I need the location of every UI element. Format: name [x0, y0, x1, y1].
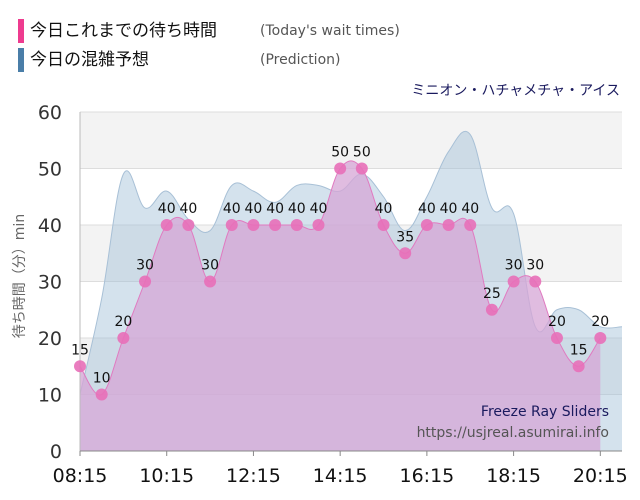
data-label: 40: [158, 201, 176, 217]
data-point: [204, 275, 217, 288]
data-label: 40: [461, 201, 479, 217]
data-point: [529, 275, 542, 288]
watermark-url: https://usjreal.asumirai.info: [417, 425, 609, 441]
data-point: [507, 275, 520, 288]
data-point: [442, 219, 455, 231]
legend-item-today: 今日これまでの待ち時間 (Today's wait times): [18, 19, 618, 45]
grid-band: [80, 112, 622, 169]
legend-swatch-today: [18, 19, 24, 43]
data-label: 30: [136, 258, 154, 274]
series-areas: [79, 130, 623, 451]
data-label: 20: [548, 314, 566, 330]
y-tick-label: 10: [38, 385, 62, 407]
x-tick-label: 10:15: [139, 465, 194, 487]
data-label: 30: [201, 258, 219, 274]
legend-item-prediction: 今日の混雑予想 (Prediction): [18, 48, 618, 74]
data-point: [377, 219, 390, 231]
x-tick-label: 20:15: [573, 465, 628, 487]
x-tick-label: 14:15: [313, 465, 368, 487]
data-label: 40: [288, 201, 306, 217]
data-label: 25: [483, 286, 501, 302]
y-tick-label: 60: [38, 102, 62, 124]
data-point: [464, 219, 477, 231]
data-label: 20: [591, 314, 609, 330]
data-point: [594, 332, 607, 344]
data-label: 40: [310, 201, 328, 217]
data-label: 15: [570, 342, 588, 358]
data-point: [355, 162, 368, 175]
watermark-title: Freeze Ray Sliders: [481, 404, 609, 420]
data-point: [485, 303, 498, 316]
legend-swatch-prediction: [18, 48, 24, 72]
data-label: 35: [396, 229, 414, 245]
data-label: 40: [266, 201, 284, 217]
x-tick-label: 16:15: [399, 465, 454, 487]
data-point: [550, 332, 563, 344]
legend-label-prediction: 今日の混雑予想: [30, 50, 149, 70]
data-point: [160, 219, 173, 231]
data-point: [139, 275, 152, 288]
data-point: [334, 162, 347, 175]
x-tick-label: 08:15: [53, 465, 108, 487]
y-axis-label: 待ち時間（分）min: [12, 214, 28, 338]
data-point: [225, 219, 238, 231]
data-point: [269, 219, 282, 231]
y-tick-label: 30: [38, 272, 62, 294]
data-label: 20: [114, 314, 132, 330]
data-point: [290, 219, 303, 231]
data-point: [572, 360, 585, 373]
y-tick-label: 50: [38, 159, 62, 181]
y-tick-label: 20: [38, 328, 62, 350]
data-label: 15: [71, 342, 89, 358]
data-label: 40: [223, 201, 241, 217]
legend-sub-today: (Today's wait times): [260, 23, 400, 39]
data-label: 40: [440, 201, 458, 217]
data-point: [312, 219, 325, 231]
attraction-name: ミニオン・ハチャメチャ・アイス: [411, 83, 620, 99]
data-point: [95, 388, 108, 401]
y-tick-label: 40: [38, 215, 62, 237]
data-point: [420, 219, 433, 231]
data-label: 40: [375, 201, 393, 217]
data-label: 30: [526, 258, 544, 274]
axes: 0 10 20 30 40 50 60 08:15 10:15 12:15 14:15 16:15 18…: [38, 102, 628, 487]
data-point: [399, 247, 412, 260]
data-label: 10: [93, 371, 111, 387]
legend-label-today: 今日これまでの待ち時間: [30, 21, 217, 41]
data-label: 40: [245, 201, 263, 217]
data-markers: [74, 162, 607, 401]
data-point: [182, 219, 195, 231]
data-label: 50: [353, 145, 371, 161]
x-tick-label: 18:15: [486, 465, 541, 487]
data-label: 40: [179, 201, 197, 217]
data-point: [117, 332, 130, 344]
y-tick-label: 0: [50, 441, 62, 463]
data-point: [74, 360, 86, 373]
data-label: 30: [505, 258, 523, 274]
data-label: 40: [418, 201, 436, 217]
data-point: [247, 219, 260, 231]
series-area-today: [80, 160, 601, 451]
data-label: 50: [331, 145, 349, 161]
legend-sub-prediction: (Prediction): [260, 52, 341, 68]
x-tick-label: 12:15: [226, 465, 281, 487]
